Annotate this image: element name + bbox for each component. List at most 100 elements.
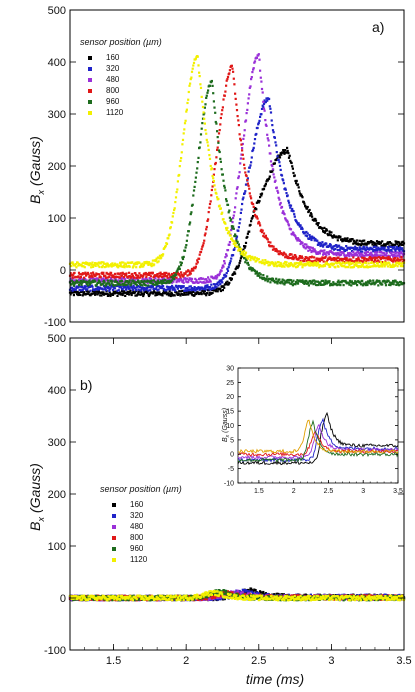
panel-a-point-800 xyxy=(144,271,147,275)
panel-a-point-320 xyxy=(285,192,288,195)
panel-a-point-1120 xyxy=(232,239,235,242)
panel-a-point-160 xyxy=(234,272,237,275)
panel-a-point-480 xyxy=(369,254,372,257)
panel-a-point-480 xyxy=(148,277,151,280)
panel-a-point-320 xyxy=(233,248,236,251)
panel-a-point-320 xyxy=(257,123,260,126)
panel-a-point-1120 xyxy=(207,144,210,147)
panel-a-point-160 xyxy=(336,239,339,242)
panel-a-point-1120 xyxy=(214,188,217,191)
panel-a-point-960 xyxy=(231,227,234,230)
panel-a-point-960 xyxy=(287,278,290,282)
panel-a-point-320 xyxy=(308,234,311,237)
panel-a-point-960 xyxy=(108,284,111,287)
panel-a-point-960 xyxy=(215,122,218,125)
panel-a-point-160 xyxy=(141,292,144,295)
panel-a-point-960 xyxy=(311,279,314,282)
panel-a-point-160 xyxy=(287,156,291,159)
panel-a-point-800 xyxy=(322,257,325,260)
panel-a-point-320 xyxy=(166,288,169,291)
panel-a-point-800 xyxy=(221,109,224,112)
panel-a-point-160 xyxy=(203,289,206,292)
panel-a-point-1120 xyxy=(86,261,89,265)
panel-a-point-960 xyxy=(368,282,371,285)
panel-b-point-320 xyxy=(237,592,240,595)
panel-a-point-800 xyxy=(204,232,207,235)
panel-a-point-800 xyxy=(158,272,161,275)
panel-a-point-960 xyxy=(292,279,295,282)
panel-a-point-480 xyxy=(235,187,239,190)
panel-a-point-160 xyxy=(76,290,79,293)
panel-a-point-480 xyxy=(195,279,198,282)
panel-a-point-960 xyxy=(201,117,205,120)
panel-a-point-960 xyxy=(302,281,305,284)
panel-a-point-1120 xyxy=(356,261,359,264)
panel-a-point-800 xyxy=(355,258,358,261)
panel-b-point-800 xyxy=(231,591,234,594)
panel-a-point-960 xyxy=(250,269,253,272)
panel-a-point-960 xyxy=(155,283,158,286)
panel-a-point-320 xyxy=(192,288,195,291)
panel-a-point-1120 xyxy=(111,262,114,265)
panel-a-point-480 xyxy=(398,254,401,257)
panel-a-point-1120 xyxy=(175,191,178,194)
panel-a-point-480 xyxy=(252,67,255,70)
panel-a-point-160 xyxy=(111,293,115,296)
panel-a-point-320 xyxy=(72,288,75,291)
panel-a-point-160 xyxy=(337,236,340,239)
panel-a-point-800 xyxy=(253,209,256,213)
panel-a-point-320 xyxy=(203,286,206,289)
panel-a-point-160 xyxy=(313,219,316,222)
panel-a-point-480 xyxy=(373,253,376,257)
panel-a-point-960 xyxy=(155,281,158,284)
panel-a-point-320 xyxy=(304,234,307,237)
panel-a-point-1120 xyxy=(380,263,383,266)
panel-a-point-800 xyxy=(345,257,348,260)
panel-a-point-960 xyxy=(289,279,293,282)
panel-a-point-320 xyxy=(275,144,278,147)
panel-a-point-160 xyxy=(332,235,335,238)
panel-a-point-480 xyxy=(364,254,367,257)
panel-a-point-1120 xyxy=(370,261,373,264)
panel-a-point-800 xyxy=(212,173,215,176)
panel-a-point-480 xyxy=(365,253,368,256)
panel-a-point-480 xyxy=(232,214,235,217)
panel-b-point-320 xyxy=(250,590,253,593)
panel-a-point-1120 xyxy=(127,261,130,265)
panel-a-point-160 xyxy=(76,293,79,296)
panel-a-point-1120 xyxy=(279,261,282,265)
panel-a-point-160 xyxy=(401,240,404,243)
panel-a-point-480 xyxy=(397,254,400,257)
panel-a-point-480 xyxy=(402,254,405,257)
panel-a-point-960 xyxy=(348,283,351,286)
panel-a-point-480 xyxy=(304,243,307,246)
panel-a-point-1120 xyxy=(234,242,237,245)
panel-a-point-320 xyxy=(219,280,222,283)
panel-a-point-800 xyxy=(375,260,378,263)
panel-a-point-1120 xyxy=(354,261,357,264)
panel-a-point-1120 xyxy=(251,255,254,258)
panel-a-point-480 xyxy=(101,280,104,283)
panel-a-point-480 xyxy=(347,252,350,255)
panel-a-point-160 xyxy=(228,281,231,284)
panel-a-point-160 xyxy=(177,292,180,295)
panel-a-point-800 xyxy=(148,273,151,277)
panel-a-point-320 xyxy=(208,286,212,289)
panel-a-point-800 xyxy=(115,275,118,279)
panel-a-point-1120 xyxy=(94,262,97,265)
panel-a-point-320 xyxy=(331,246,334,249)
panel-a-point-1120 xyxy=(161,254,164,257)
panel-a-point-960 xyxy=(342,284,345,287)
panel-b-point-320 xyxy=(248,590,251,593)
panel-a-point-320 xyxy=(316,243,319,246)
panel-a-point-800 xyxy=(226,78,229,81)
panel-a-point-1120 xyxy=(316,261,319,264)
panel-a-point-960 xyxy=(97,281,100,284)
panel-a-point-480 xyxy=(275,186,278,189)
panel-a-point-160 xyxy=(113,292,117,295)
panel-a-point-1120 xyxy=(77,264,80,267)
panel-a-point-800 xyxy=(190,269,193,272)
panel-b-point-800 xyxy=(210,597,213,600)
panel-a-point-800 xyxy=(342,258,345,261)
panel-a-point-1120 xyxy=(343,265,346,268)
